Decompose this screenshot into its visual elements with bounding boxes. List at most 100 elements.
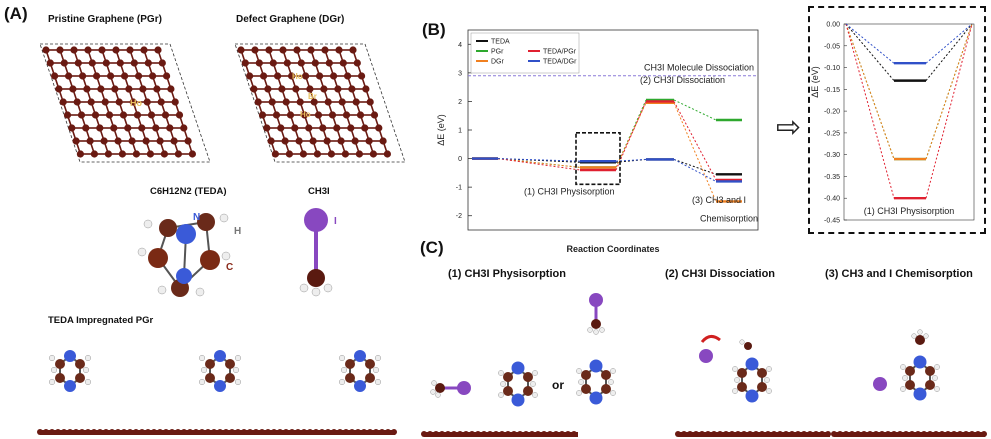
teda-molecule-small — [498, 361, 538, 407]
carbon-atom — [76, 150, 84, 158]
carbon-atom — [138, 124, 146, 132]
teda-molecule-small — [900, 355, 940, 401]
carbon-atom — [370, 111, 379, 119]
carbon-atom — [171, 98, 179, 106]
carbon-atom — [142, 137, 150, 145]
carbon-atom — [112, 46, 120, 54]
carbon-atom — [119, 111, 128, 119]
carbon-atom — [188, 150, 196, 158]
carbon-atom — [161, 111, 170, 119]
pgr-title: Pristine Graphene (PGr) — [48, 14, 162, 25]
zoom-arrow-icon: ⇨ — [776, 110, 802, 145]
step3-annotation: (3) CH3 and I — [692, 195, 746, 205]
carbon-atom — [316, 72, 324, 80]
legend-entry: TEDA/DGr — [543, 59, 577, 66]
carbon-atom — [375, 124, 383, 132]
carbon-atom — [98, 46, 106, 54]
carbon-atom — [84, 46, 92, 54]
carbon-atom — [320, 85, 328, 93]
carbon-atom — [79, 72, 87, 80]
carbon-atom — [167, 85, 175, 93]
ch3i-molecule-small — [587, 293, 605, 335]
carbon-atom — [269, 59, 277, 67]
carbon-atom — [358, 72, 366, 80]
carbon-atom — [307, 46, 315, 54]
carbon-atom — [100, 137, 108, 145]
carbon-atom — [87, 98, 95, 106]
teda-molecule-small — [576, 359, 616, 405]
carbon-atom — [279, 46, 287, 54]
pgr-site-label: Ho — [130, 98, 142, 108]
atom-i-label: I — [334, 216, 337, 227]
carbon-atom — [319, 124, 327, 132]
y-tick-label: 0 — [458, 156, 462, 163]
carbon-atom — [355, 150, 363, 158]
carbon-atom — [272, 111, 281, 119]
carbon-atom — [271, 150, 279, 158]
iodine-atom — [873, 377, 887, 391]
carbon-atom — [305, 124, 313, 132]
carbon-atom — [102, 59, 110, 67]
inset-path — [925, 23, 973, 81]
legend-entry: TEDA — [491, 39, 510, 46]
carbon-atom — [133, 111, 142, 119]
iodine-atom — [457, 381, 471, 395]
dgr-site-label-2: Br — [308, 92, 317, 101]
carbon-atom — [288, 72, 296, 80]
carbon-atom — [351, 137, 359, 145]
inset-plot-frame — [843, 23, 975, 221]
carbon-atom — [327, 150, 335, 158]
carbon-atom — [56, 46, 64, 54]
carbon-atom — [88, 59, 96, 67]
y-axis-label: ΔE (eV) — [436, 114, 446, 146]
carbon-atom — [149, 72, 157, 80]
carbon-atom — [362, 85, 370, 93]
carbon-atom — [93, 72, 101, 80]
carbon-atom — [129, 98, 137, 106]
carbon-atom — [135, 72, 143, 80]
carbon-atom — [163, 72, 171, 80]
carbon-atom — [313, 150, 321, 158]
ch3i-label: CH3I — [308, 186, 330, 197]
carbon-atom — [314, 111, 323, 119]
energy-path — [497, 158, 581, 162]
carbon-atom — [295, 137, 303, 145]
carbon-atom — [174, 150, 182, 158]
y-tick-label: 1 — [458, 128, 462, 135]
carbon-atom — [260, 72, 268, 80]
carbon-atom — [339, 59, 347, 67]
atom-h-label: H — [234, 226, 242, 237]
carbon-atom — [175, 111, 184, 119]
panel-c-structures — [421, 293, 987, 437]
energy-path — [673, 99, 717, 121]
carbon-atom — [356, 111, 365, 119]
carbon-atom — [157, 98, 165, 106]
dgr-site-label-3: Ho — [300, 110, 311, 119]
graphene-sheets — [39, 43, 406, 163]
carbon-atom — [121, 72, 129, 80]
inset-path — [845, 23, 895, 160]
carbon-atom — [130, 59, 138, 67]
carbon-atom — [369, 150, 377, 158]
carbon-atom — [325, 59, 333, 67]
carbon-atom — [105, 111, 114, 119]
carbon-atom — [309, 137, 317, 145]
carbon-atom — [104, 150, 112, 158]
teda-molecule-small — [48, 350, 92, 392]
carbon-atom — [51, 72, 59, 80]
carbon-atom — [139, 85, 147, 93]
carbon-atom — [285, 150, 293, 158]
carbon-atom — [170, 137, 178, 145]
carbon-atom — [353, 59, 361, 67]
carbon-atom — [86, 137, 94, 145]
carbon-atom — [283, 59, 291, 67]
defect-graphene-sheet — [234, 43, 406, 163]
inset-y-tick-label: -0.40 — [824, 196, 840, 203]
inset-annotation: (1) CH3I Physisorption — [864, 206, 955, 216]
carbon-atom — [69, 85, 77, 93]
carbon-atom — [65, 72, 73, 80]
legend-entry: PGr — [491, 49, 504, 56]
y-tick-label: -2 — [456, 213, 462, 220]
step2-annotation: (2) CH3I Dissociation — [640, 75, 725, 85]
carbon-atom — [324, 98, 332, 106]
